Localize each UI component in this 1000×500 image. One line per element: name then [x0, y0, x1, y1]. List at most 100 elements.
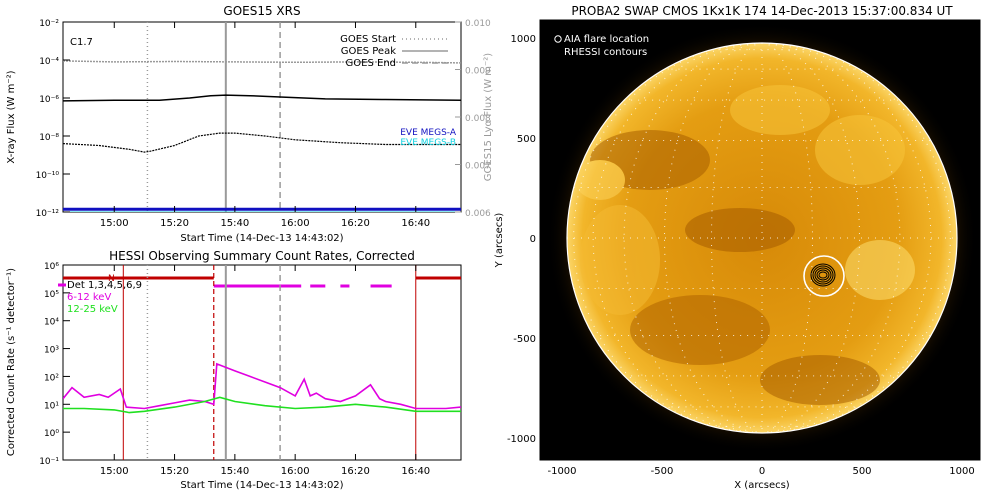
x-tick-label: 16:00: [281, 466, 310, 477]
y-tick-label: 10⁵: [44, 290, 59, 300]
right-tick-label: 0.007: [465, 162, 491, 172]
solar-texture: [575, 85, 915, 405]
y-tick-label: 500: [517, 134, 536, 145]
flare-markers: [803, 255, 845, 297]
hessi-flag-label: N: [108, 274, 115, 284]
rhessi-contour: [810, 263, 836, 287]
legend-label: GOES Start: [340, 34, 396, 45]
rhessi-contour: [816, 269, 830, 281]
y-tick-label: 10⁻⁴: [39, 57, 59, 67]
hessi-ylabel: Corrected Count Rate (s⁻¹ detector⁻¹): [6, 268, 17, 456]
right-tick-label: 0.006: [465, 209, 491, 219]
goes-xlabel: Start Time (14-Dec-13 14:43:02): [180, 233, 343, 244]
y-tick-label: 10⁰: [44, 429, 59, 439]
series-long: [63, 94, 461, 102]
goes-title: GOES15 XRS: [223, 4, 300, 18]
longitude-line: [761, 43, 813, 433]
x-tick-label: 15:00: [100, 466, 129, 477]
rhessi-legend-marker: [554, 48, 562, 56]
y-tick-label: 10⁴: [44, 318, 59, 328]
x-tick-label: 15:20: [160, 218, 189, 229]
x-tick-label: 16:00: [281, 218, 310, 229]
x-tick-label: 15:40: [220, 466, 249, 477]
x-tick-label: 16:20: [341, 466, 370, 477]
y-tick-label: 10¹: [44, 401, 59, 411]
x-tick-label: 16:40: [401, 466, 430, 477]
hessi-axes: [62, 264, 462, 461]
aia-flare-marker: [803, 255, 845, 297]
longitude-line: [761, 43, 951, 433]
goes-event-lines: [146, 22, 281, 212]
swap-title: PROBA2 SWAP CMOS 1Kx1K 174 14-Dec-2013 1…: [571, 4, 953, 18]
goes-class-label: C1.7: [70, 37, 93, 48]
x-tick-label: -500: [651, 466, 674, 477]
hessi-event-lines: [122, 265, 417, 460]
right-tick-label: 0.010: [465, 19, 491, 29]
eve-label: EVE MEGS-B: [400, 138, 456, 148]
goes-ylabel-right: GOES15 Lyα Flux (W m⁻²): [483, 53, 494, 181]
goes-axes: [62, 21, 462, 213]
hessi-y-ticks: 10⁶ 10⁵ 10⁴ 10³ 10² 10¹ 10⁰ 10⁻¹: [39, 262, 70, 467]
swap-xlabel: X (arcsecs): [734, 480, 790, 491]
swap-image: [540, 20, 980, 460]
rhessi-legend-label: RHESSI contours: [564, 47, 647, 58]
hessi-flag-bars: [63, 276, 461, 288]
goes-series: [63, 60, 461, 212]
longitude-line: [573, 43, 763, 433]
swap-x-ticks: -1000 -500 0 500 1000: [547, 452, 975, 477]
legend-label: GOES Peak: [341, 46, 396, 57]
x-tick-label: 0: [759, 466, 765, 477]
swap-ylabel: Y (arcsecs): [494, 213, 505, 269]
y-tick-label: 10⁻¹²: [36, 209, 60, 219]
right-tick-label: 0.009: [465, 67, 491, 77]
legend-label: 12-25 keV: [67, 304, 118, 315]
y-tick-label: -500: [513, 334, 536, 345]
hessi-x-ticks: 15:00 15:20 15:40 16:00 16:20 16:40: [100, 265, 430, 477]
longitude-line: [711, 43, 763, 433]
series-6-12-keV: [63, 362, 461, 410]
y-tick-label: 0: [530, 234, 536, 245]
swap-legend: AIA flare location RHESSI contours: [554, 34, 649, 58]
swap-y-ticks: 1000 500 0 -500 -1000: [507, 34, 548, 445]
x-tick-label: 16:40: [401, 218, 430, 229]
y-tick-label: 10⁶: [44, 262, 59, 272]
series-ly-: [63, 60, 461, 64]
y-tick-label: 10³: [44, 346, 59, 356]
goes-y-ticks: 10⁻² 10⁻⁴ 10⁻⁶ 10⁻⁸ 10⁻¹⁰ 10⁻¹²: [36, 19, 70, 219]
x-tick-label: -1000: [547, 466, 576, 477]
y-tick-label: 10⁻¹⁰: [36, 171, 60, 181]
y-tick-label: -1000: [507, 434, 536, 445]
heliographic-grid: [567, 43, 957, 433]
y-tick-label: 10⁻⁸: [39, 133, 59, 143]
hessi-series: [63, 362, 461, 414]
hessi-title: HESSI Observing Summary Count Rates, Cor…: [109, 249, 415, 263]
rhessi-contour: [812, 265, 834, 285]
y-tick-label: 1000: [511, 34, 536, 45]
series-12-25-keV: [63, 396, 461, 414]
hessi-xlabel: Start Time (14-Dec-13 14:43:02): [180, 480, 343, 491]
x-tick-label: 15:20: [160, 466, 189, 477]
swap-axes: [539, 19, 981, 461]
rhessi-contour: [814, 267, 832, 283]
goes-x-ticks: 15:00 15:20 15:40 16:00 16:20 16:40: [100, 22, 430, 229]
legend-label: GOES End: [346, 58, 396, 69]
aia-legend-label: AIA flare location: [564, 34, 649, 45]
right-tick-label: 0.008: [465, 114, 491, 124]
y-tick-label: 10⁻⁶: [39, 95, 59, 105]
series-short: [63, 132, 461, 153]
x-tick-label: 15:00: [100, 218, 129, 229]
legend-label: 6-12 keV: [67, 292, 111, 303]
x-tick-label: 16:20: [341, 218, 370, 229]
x-tick-label: 500: [852, 466, 871, 477]
rhessi-contour: [818, 271, 828, 279]
y-tick-label: 10⁻¹: [39, 457, 59, 467]
goes-right-ticks: 0.010 0.009 0.008 0.007 0.006: [455, 19, 491, 219]
hessi-detector-label: Det 1,3,4,5,6,9: [67, 280, 142, 291]
y-tick-label: 10⁻²: [39, 19, 59, 29]
goes-ylabel: X-ray Flux (W m⁻²): [6, 70, 17, 163]
aia-legend-marker: [554, 35, 562, 43]
eve-label: EVE MEGS-A: [400, 128, 457, 138]
